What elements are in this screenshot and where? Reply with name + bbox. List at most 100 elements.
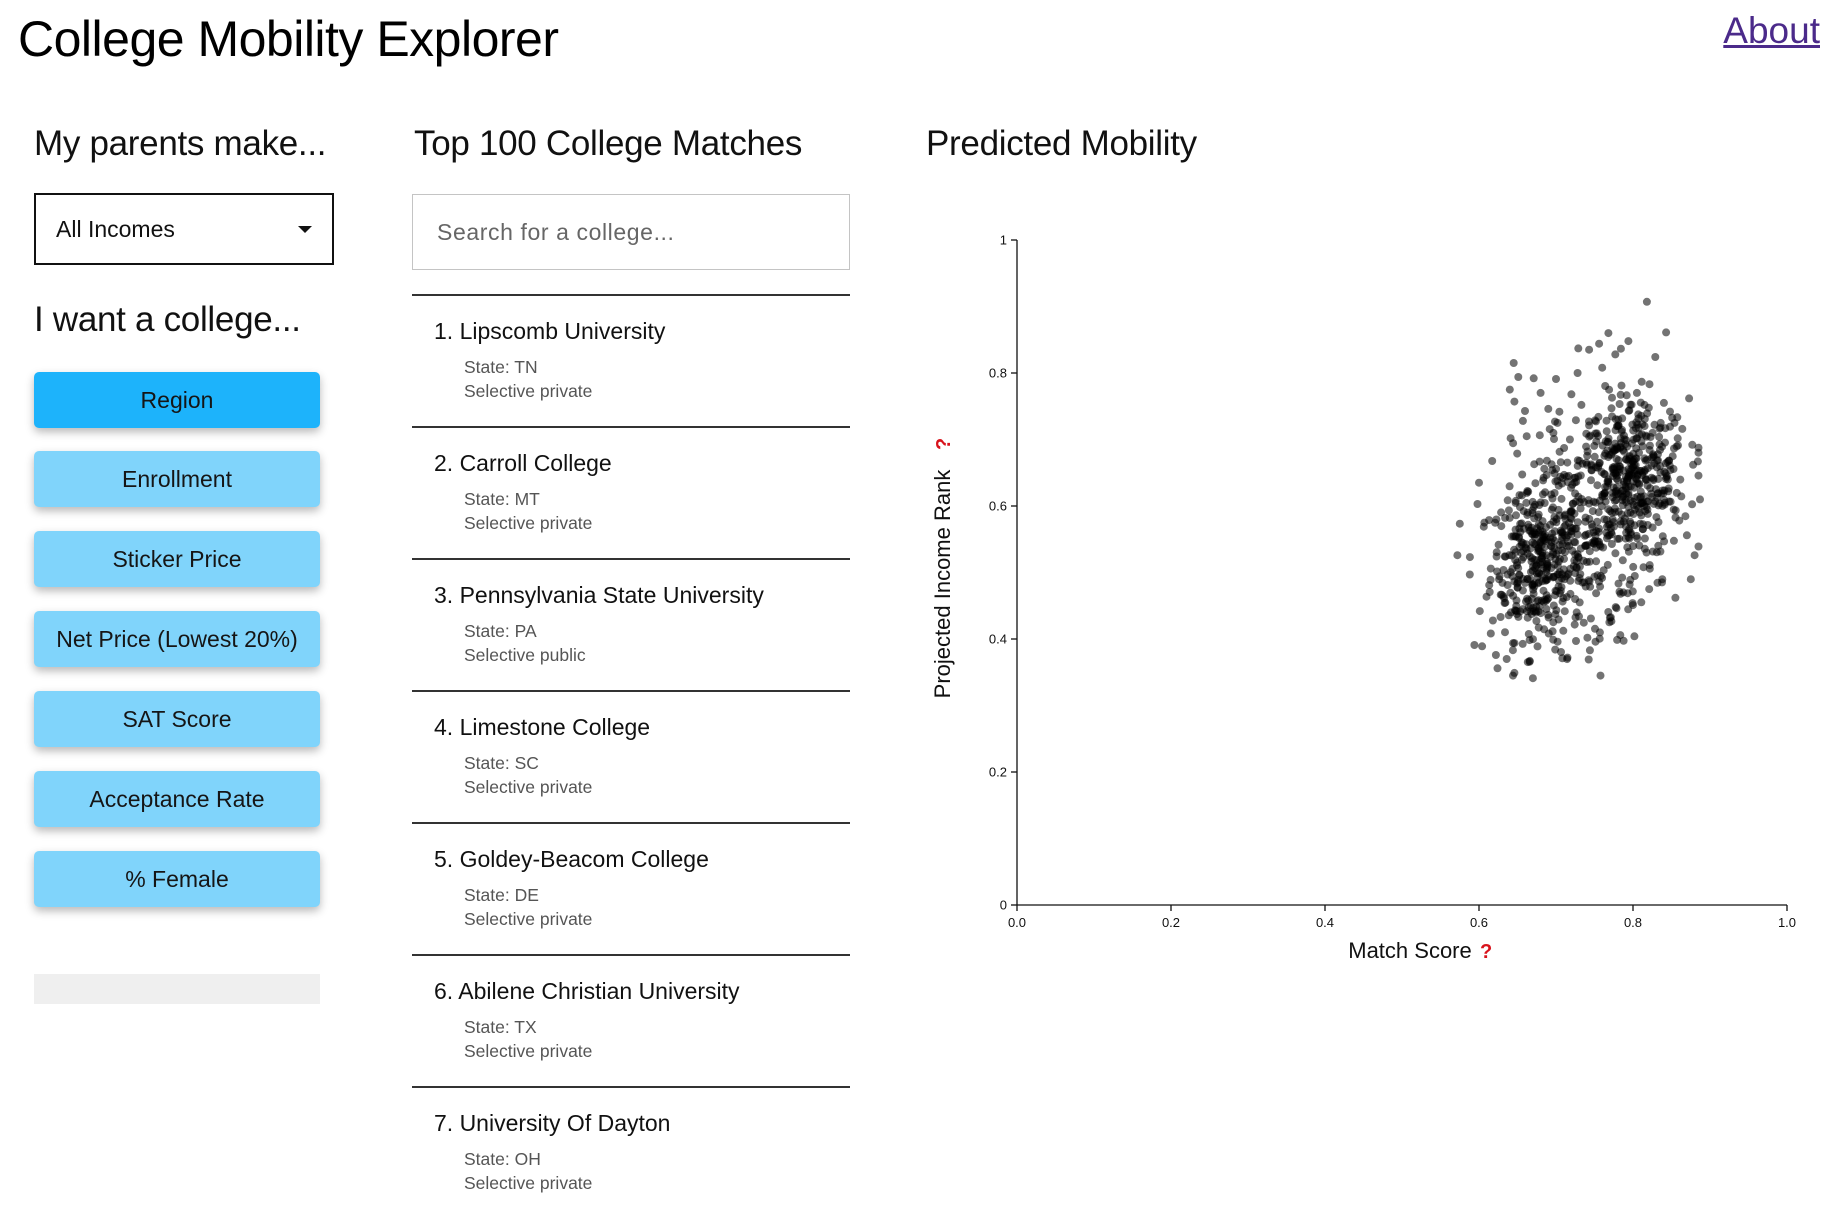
- scatter-point: [1532, 608, 1540, 617]
- scatter-point: [1570, 537, 1579, 546]
- scatter-point: [1518, 416, 1527, 425]
- scatter-point: [1685, 394, 1694, 403]
- scatter-point: [1574, 344, 1583, 353]
- scatter-point: [1585, 432, 1594, 441]
- income-select-value: All Incomes: [56, 215, 175, 242]
- scatter-point: [1584, 655, 1593, 664]
- scatter-point: [1573, 369, 1582, 377]
- scatter-point: [1501, 628, 1509, 637]
- scatter-point: [1686, 575, 1695, 584]
- scatter-point: [1560, 607, 1569, 616]
- scatter-point: [1508, 564, 1517, 573]
- scatter-point: [1518, 470, 1527, 479]
- scatter-point: [1601, 382, 1610, 390]
- scatter-point: [1624, 471, 1633, 480]
- scatter-point: [1565, 435, 1574, 444]
- college-list-item[interactable]: 5. Goldey-Beacom College State: DE Selec…: [412, 822, 850, 954]
- filter-button-net-price[interactable]: Net Price (Lowest 20%): [34, 611, 320, 667]
- scatter-point: [1573, 456, 1582, 465]
- college-list-item[interactable]: 4. Limestone College State: SC Selective…: [412, 690, 850, 822]
- college-list-item[interactable]: 7. University Of Dayton State: OH Select…: [412, 1086, 850, 1218]
- college-list-item[interactable]: 6. Abilene Christian University State: T…: [412, 954, 850, 1086]
- scatter-point: [1506, 588, 1515, 597]
- scatter-point: [1553, 418, 1562, 427]
- scatter-point: [1532, 617, 1541, 625]
- scatter-point: [1694, 443, 1703, 452]
- scatter-point: [1455, 519, 1464, 528]
- filter-button-sticker-price[interactable]: Sticker Price: [34, 531, 320, 587]
- scatter-point: [1659, 489, 1668, 498]
- scatter-point: [1551, 645, 1560, 654]
- scatter-point: [1641, 465, 1649, 474]
- scatter-point: [1595, 524, 1603, 533]
- scatter-point: [1666, 422, 1674, 431]
- scatter-point: [1585, 557, 1594, 566]
- college-type: Selective public: [464, 645, 586, 665]
- scatter-point: [1517, 555, 1526, 564]
- scatter-point: [1539, 597, 1548, 606]
- y-tick-label: 0.4: [989, 632, 1007, 647]
- income-select[interactable]: All Incomes: [34, 193, 334, 265]
- scatter-point: [1610, 504, 1619, 513]
- scatter-point: [1510, 639, 1519, 648]
- scatter-point: [1549, 503, 1557, 512]
- x-axis-help-icon[interactable]: ?: [1480, 941, 1492, 963]
- scatter-point: [1624, 465, 1633, 474]
- scatter-point: [1523, 574, 1532, 583]
- scatter-point: [1642, 297, 1651, 306]
- scatter-point: [1634, 414, 1643, 423]
- scatter-point: [1553, 637, 1562, 646]
- scatter-point: [1561, 548, 1570, 556]
- filter-button-acceptance-rate[interactable]: Acceptance Rate: [34, 771, 320, 827]
- y-axis-label: Projected Income Rank: [930, 469, 955, 699]
- x-tick-label: 1.0: [1778, 915, 1796, 930]
- scatter-point: [1634, 504, 1643, 513]
- scatter-point: [1638, 442, 1647, 451]
- scatter-point: [1488, 457, 1497, 465]
- scatter-point: [1607, 404, 1616, 413]
- filter-button-percent-female[interactable]: % Female: [34, 851, 320, 907]
- college-list-item[interactable]: 3. Pennsylvania State University State: …: [412, 558, 850, 690]
- scatter-point: [1585, 345, 1594, 354]
- scatter-point: [1618, 493, 1627, 502]
- scatter-point: [1486, 575, 1495, 584]
- scatter-point: [1526, 526, 1535, 535]
- scatter-point: [1535, 431, 1544, 440]
- scatter-point: [1631, 424, 1640, 433]
- scatter-point: [1613, 534, 1622, 543]
- scatter-point: [1523, 487, 1532, 495]
- scatter-point: [1640, 400, 1649, 409]
- scatter-point: [1616, 390, 1625, 399]
- scatter-point: [1606, 524, 1615, 533]
- college-search-input[interactable]: [412, 194, 850, 270]
- scatter-point: [1594, 508, 1603, 517]
- scatter-point: [1594, 412, 1603, 421]
- scatter-point: [1510, 397, 1519, 406]
- college-list-item[interactable]: 2. Carroll College State: MT Selective p…: [412, 426, 850, 558]
- about-link[interactable]: About: [1723, 10, 1820, 51]
- college-list-item[interactable]: 1. Lipscomb University State: TN Selecti…: [412, 294, 850, 426]
- scatter-point: [1555, 407, 1564, 416]
- scatter-point: [1509, 359, 1518, 367]
- scatter-point: [1499, 566, 1508, 574]
- scatter-point: [1603, 438, 1612, 447]
- app-title: College Mobility Explorer: [18, 11, 559, 67]
- y-axis-help-icon[interactable]: ?: [933, 438, 955, 450]
- scatter-point: [1495, 572, 1504, 581]
- filter-button-region[interactable]: Region: [34, 372, 320, 428]
- scatter-point: [1651, 353, 1660, 361]
- scatter-point: [1584, 496, 1593, 505]
- scatter-point: [1661, 474, 1670, 483]
- scatter-point: [1525, 656, 1534, 665]
- filter-button-enrollment[interactable]: Enrollment: [34, 451, 320, 507]
- scatter-point: [1597, 502, 1606, 510]
- scatter-point: [1655, 440, 1664, 449]
- filter-button-sat-score[interactable]: SAT Score: [34, 691, 320, 747]
- scatter-point: [1582, 460, 1591, 469]
- scatter-point: [1598, 490, 1607, 499]
- scatter-point: [1571, 416, 1580, 425]
- scatter-point: [1503, 496, 1512, 505]
- scatter-point: [1496, 613, 1505, 621]
- college-name: 2. Carroll College: [434, 450, 612, 476]
- scatter-point: [1518, 586, 1527, 595]
